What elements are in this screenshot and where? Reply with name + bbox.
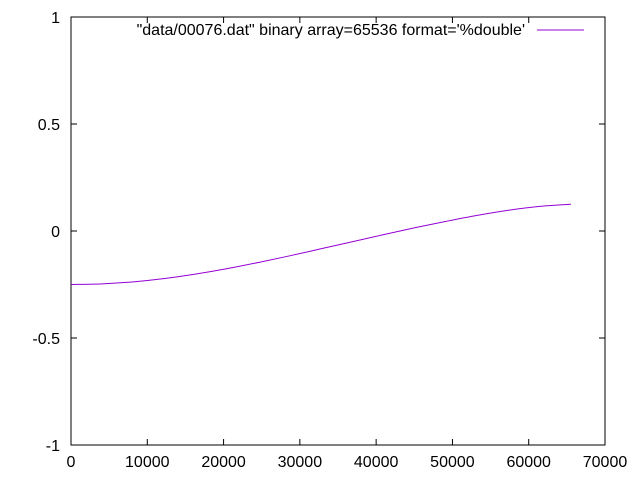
y-tick-label: 0.5 [38,117,60,134]
x-tick-label: 60000 [506,454,551,471]
x-tick-label: 30000 [278,454,323,471]
series-line [70,203,571,285]
x-tick-label: 50000 [430,454,475,471]
x-tick-label: 20000 [201,454,246,471]
x-tick-label: 10000 [125,454,170,471]
y-axis-ticks: -1 -0.5 0 0.5 1 [32,10,605,455]
x-tick-label: 40000 [354,454,399,471]
legend: "data/00076.dat" binary array=65536 form… [137,22,584,39]
y-tick-label: -0.5 [32,331,60,348]
y-tick-label: 0 [51,224,60,241]
plot-frame [70,16,606,446]
y-tick-label: 1 [51,10,60,27]
y-tick-label: -1 [46,438,60,455]
x-tick-label: 70000 [583,454,628,471]
x-tick-label: 0 [67,454,76,471]
x-axis-ticks: 0 10000 20000 30000 40000 50000 60000 70000 [67,17,628,471]
legend-label: "data/00076.dat" binary array=65536 form… [137,22,525,39]
